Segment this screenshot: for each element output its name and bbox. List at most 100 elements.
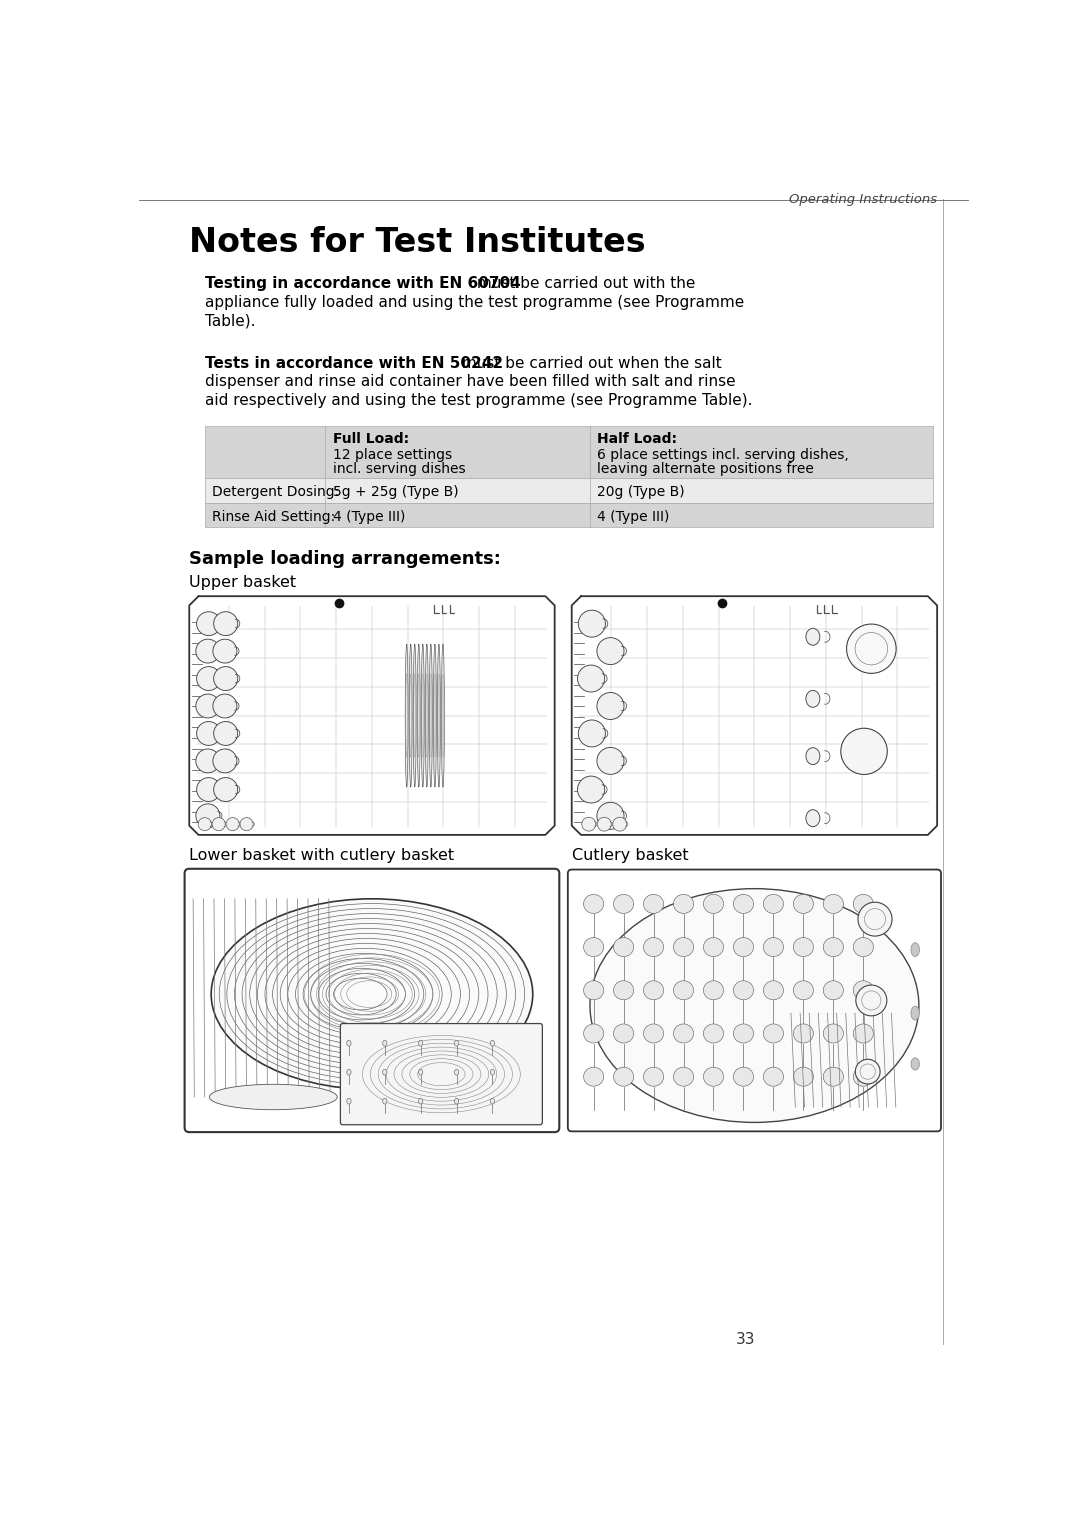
Text: Upper basket: Upper basket: [189, 575, 296, 590]
Ellipse shape: [414, 644, 416, 787]
Circle shape: [578, 610, 606, 638]
Ellipse shape: [910, 943, 919, 957]
Ellipse shape: [419, 1069, 422, 1075]
Ellipse shape: [430, 644, 432, 787]
Text: Table).: Table).: [205, 313, 255, 329]
Ellipse shape: [853, 1067, 874, 1086]
Ellipse shape: [674, 1024, 693, 1043]
Circle shape: [214, 722, 238, 745]
Text: appliance fully loaded and using the test programme (see Programme: appliance fully loaded and using the tes…: [205, 295, 744, 310]
Circle shape: [612, 816, 626, 832]
Bar: [571, 596, 937, 835]
Circle shape: [212, 818, 226, 830]
Ellipse shape: [613, 894, 634, 913]
Ellipse shape: [613, 980, 634, 1000]
Circle shape: [858, 902, 892, 936]
Ellipse shape: [823, 937, 843, 957]
Text: Operating Instructions: Operating Instructions: [789, 194, 937, 206]
Text: leaving alternate positions free: leaving alternate positions free: [597, 462, 814, 476]
Ellipse shape: [733, 980, 754, 1000]
Text: 33: 33: [737, 1332, 756, 1347]
Ellipse shape: [455, 1069, 459, 1075]
Text: 5g + 25g (Type B): 5g + 25g (Type B): [333, 485, 458, 500]
FancyBboxPatch shape: [185, 868, 559, 1131]
Ellipse shape: [419, 1098, 422, 1104]
Bar: [205, 479, 933, 503]
Text: Testing in accordance with EN 60704: Testing in accordance with EN 60704: [205, 275, 521, 291]
Text: 4 (Type III): 4 (Type III): [333, 509, 405, 523]
Bar: [205, 503, 933, 528]
Ellipse shape: [590, 888, 919, 1122]
Ellipse shape: [764, 937, 783, 957]
Ellipse shape: [703, 894, 724, 913]
Text: Tests in accordance with EN 50242: Tests in accordance with EN 50242: [205, 356, 503, 370]
FancyBboxPatch shape: [568, 870, 941, 1131]
Circle shape: [597, 748, 624, 774]
Bar: [205, 427, 933, 479]
Ellipse shape: [347, 1069, 351, 1075]
Circle shape: [578, 777, 605, 803]
FancyBboxPatch shape: [340, 1023, 542, 1125]
Ellipse shape: [806, 810, 820, 827]
Ellipse shape: [674, 937, 693, 957]
Ellipse shape: [490, 1040, 495, 1046]
Ellipse shape: [764, 1067, 783, 1086]
Ellipse shape: [733, 1067, 754, 1086]
Ellipse shape: [794, 937, 813, 957]
Ellipse shape: [347, 1098, 351, 1104]
Ellipse shape: [853, 937, 874, 957]
Circle shape: [195, 804, 220, 827]
Text: dispenser and rinse aid container have been filled with salt and rinse: dispenser and rinse aid container have b…: [205, 375, 735, 390]
Ellipse shape: [794, 1024, 813, 1043]
Ellipse shape: [806, 628, 820, 645]
Circle shape: [214, 612, 238, 636]
Ellipse shape: [490, 1098, 495, 1104]
Text: 20g (Type B): 20g (Type B): [597, 485, 685, 500]
Ellipse shape: [426, 644, 429, 787]
Text: Cutlery basket: Cutlery basket: [571, 849, 688, 862]
Ellipse shape: [613, 1024, 634, 1043]
Ellipse shape: [455, 1098, 459, 1104]
Ellipse shape: [442, 644, 444, 787]
Circle shape: [195, 749, 220, 772]
Ellipse shape: [409, 644, 413, 787]
Ellipse shape: [613, 1067, 634, 1086]
Ellipse shape: [764, 894, 783, 913]
Circle shape: [855, 1060, 880, 1084]
Text: aid respectively and using the test programme (see Programme Table).: aid respectively and using the test prog…: [205, 393, 753, 408]
Ellipse shape: [382, 1069, 387, 1075]
Ellipse shape: [733, 1024, 754, 1043]
Ellipse shape: [674, 1067, 693, 1086]
Circle shape: [597, 693, 624, 720]
Ellipse shape: [644, 1024, 663, 1043]
Circle shape: [582, 816, 596, 832]
Ellipse shape: [583, 1024, 604, 1043]
Ellipse shape: [806, 691, 820, 708]
Circle shape: [597, 638, 624, 665]
Text: 4 (Type III): 4 (Type III): [597, 509, 670, 523]
Ellipse shape: [733, 937, 754, 957]
Circle shape: [855, 985, 887, 1015]
Ellipse shape: [733, 894, 754, 913]
Text: Notes for Test Institutes: Notes for Test Institutes: [189, 226, 646, 258]
Ellipse shape: [347, 1040, 351, 1046]
Text: Rinse Aid Setting:: Rinse Aid Setting:: [213, 509, 336, 523]
Circle shape: [578, 665, 605, 693]
Text: Half Load:: Half Load:: [597, 433, 677, 446]
Ellipse shape: [823, 1024, 843, 1043]
Ellipse shape: [490, 1069, 495, 1075]
Ellipse shape: [583, 1067, 604, 1086]
Ellipse shape: [417, 644, 420, 787]
Ellipse shape: [703, 1067, 724, 1086]
Ellipse shape: [823, 980, 843, 1000]
Circle shape: [197, 612, 220, 636]
Ellipse shape: [674, 894, 693, 913]
Ellipse shape: [853, 894, 874, 913]
Text: incl. serving dishes: incl. serving dishes: [333, 462, 465, 476]
Ellipse shape: [703, 980, 724, 1000]
Ellipse shape: [794, 1067, 813, 1086]
Circle shape: [214, 667, 238, 691]
Ellipse shape: [823, 1067, 843, 1086]
Ellipse shape: [703, 937, 724, 957]
Circle shape: [195, 639, 220, 664]
